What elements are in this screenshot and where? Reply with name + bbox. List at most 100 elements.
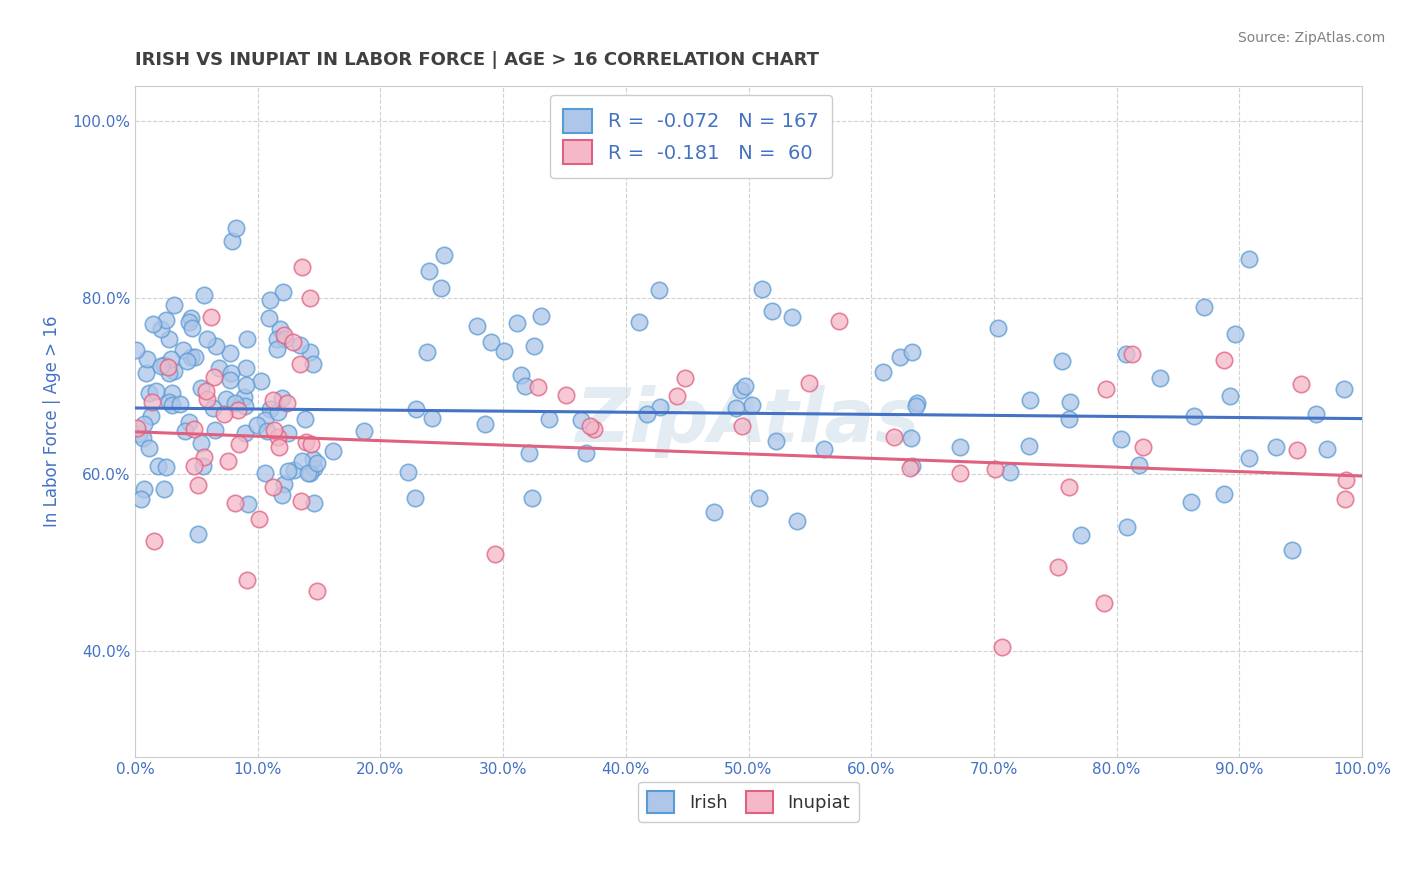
Point (157, 395, 180, 409)
Point (949, 441, 972, 455)
Point (889, 350, 911, 364)
Point (132, 431, 155, 445)
Point (132, 482, 155, 496)
Point (730, 383, 752, 397)
Point (396, 465, 419, 479)
Point (1213, 353, 1236, 368)
Point (266, 343, 288, 357)
Point (1180, 495, 1202, 509)
Point (250, 374, 273, 388)
Point (194, 384, 217, 399)
Text: ZipAtlas: ZipAtlas (576, 384, 921, 458)
Point (283, 463, 305, 477)
Point (221, 234, 243, 248)
Point (153, 482, 176, 496)
Point (183, 422, 205, 436)
Point (569, 413, 592, 427)
Point (648, 283, 671, 297)
Point (298, 292, 321, 306)
Point (181, 321, 204, 335)
Point (901, 344, 924, 359)
Point (177, 315, 200, 329)
Point (191, 458, 214, 473)
Point (195, 392, 218, 406)
Point (256, 425, 278, 439)
Point (176, 354, 198, 368)
Point (270, 392, 292, 406)
Point (217, 454, 239, 468)
Point (277, 425, 299, 440)
Point (898, 461, 921, 475)
Text: Source: ZipAtlas.com: Source: ZipAtlas.com (1237, 31, 1385, 45)
Point (1047, 559, 1070, 574)
Point (163, 298, 186, 312)
Point (262, 480, 284, 494)
Point (724, 401, 747, 416)
Point (433, 248, 456, 262)
Point (150, 359, 173, 374)
Point (155, 460, 177, 475)
Point (404, 491, 426, 506)
Point (187, 478, 209, 492)
Point (322, 444, 344, 458)
Point (298, 466, 321, 480)
Point (1050, 354, 1073, 368)
Point (515, 379, 537, 393)
Point (269, 321, 291, 335)
Point (353, 424, 375, 438)
Point (218, 372, 240, 386)
Point (125, 343, 148, 358)
Point (998, 465, 1021, 479)
Point (1109, 432, 1132, 446)
Point (1149, 371, 1171, 385)
Point (290, 494, 312, 508)
Point (174, 424, 197, 438)
Point (214, 408, 236, 422)
Point (665, 389, 688, 403)
Point (225, 220, 247, 235)
Point (131, 491, 153, 506)
Point (236, 573, 259, 587)
Point (208, 360, 231, 375)
Point (575, 446, 598, 460)
Point (799, 376, 821, 391)
Point (949, 467, 972, 481)
Point (254, 466, 277, 480)
Point (215, 392, 238, 406)
Point (246, 417, 269, 432)
Point (141, 409, 163, 424)
Point (190, 435, 212, 450)
Point (1057, 411, 1080, 425)
Point (288, 337, 311, 351)
Point (156, 360, 179, 375)
Point (1182, 409, 1205, 423)
Point (228, 436, 250, 450)
Point (813, 442, 835, 457)
Point (1115, 347, 1137, 361)
Point (479, 334, 502, 349)
Point (266, 332, 288, 346)
Point (183, 459, 205, 474)
Point (538, 411, 561, 425)
Point (527, 380, 550, 394)
Point (673, 371, 696, 385)
Point (1333, 491, 1355, 506)
Point (1132, 440, 1154, 454)
Point (648, 401, 671, 415)
Point (905, 396, 928, 410)
Point (274, 332, 297, 346)
Point (900, 431, 922, 445)
Point (169, 397, 191, 411)
Point (302, 496, 325, 510)
Point (273, 328, 295, 343)
Point (187, 527, 209, 541)
Y-axis label: In Labor Force | Age > 16: In Labor Force | Age > 16 (44, 316, 60, 527)
Point (128, 426, 150, 441)
Point (751, 282, 773, 296)
Point (291, 453, 314, 467)
Point (195, 332, 218, 346)
Point (271, 488, 294, 502)
Point (302, 461, 325, 475)
Point (295, 434, 318, 449)
Point (474, 417, 496, 432)
